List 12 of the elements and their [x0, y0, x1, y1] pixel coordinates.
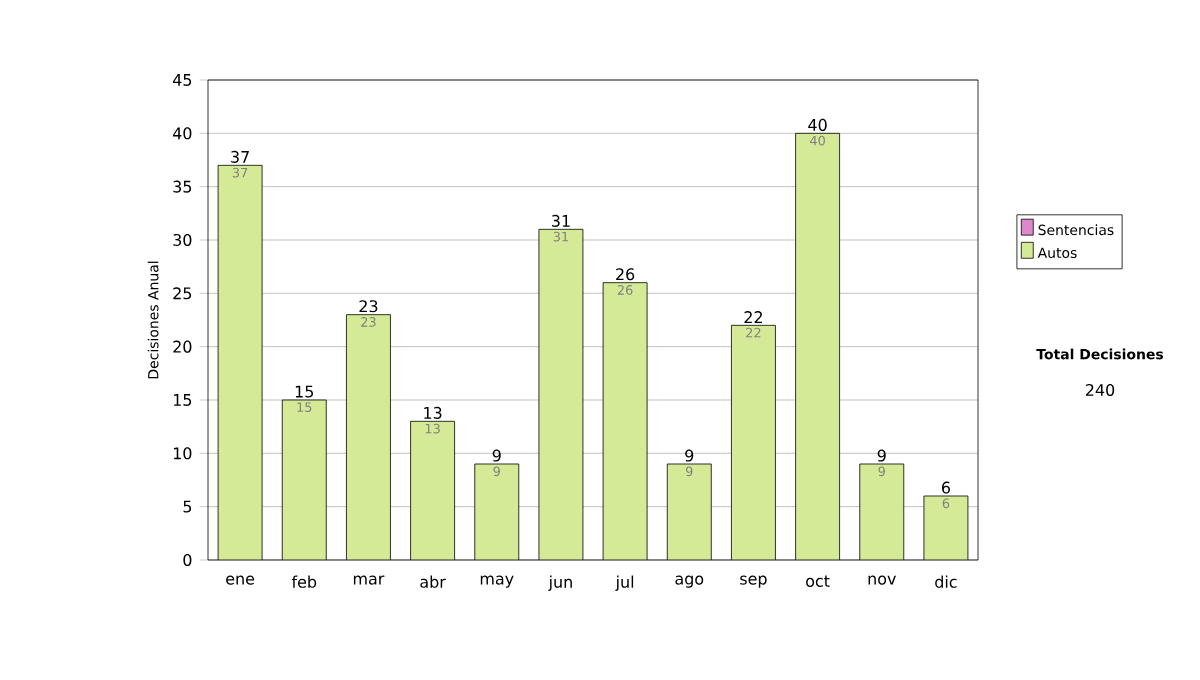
bar [538, 229, 583, 560]
bar [603, 282, 648, 560]
bar [346, 314, 391, 560]
bar [859, 464, 904, 560]
bar [795, 133, 840, 560]
bar [218, 165, 263, 560]
bar [923, 495, 969, 560]
bar [731, 325, 776, 560]
bar [667, 464, 712, 560]
bar [474, 464, 519, 560]
bar [410, 421, 455, 560]
bar [282, 400, 327, 560]
